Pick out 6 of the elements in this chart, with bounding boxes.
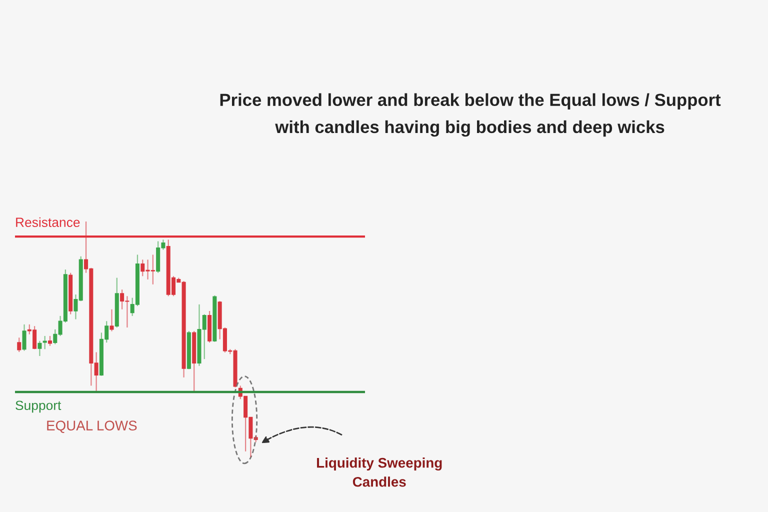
text: Liquidity Sweeping Candles	[317, 458, 442, 487]
text: with candles having big bodies and deep wicks	[275, 120, 664, 137]
ref-line-label: Resistance	[16, 217, 80, 228]
ref-line-label: Support	[16, 400, 62, 413]
text: Price moved lower and break below the Equal lows / Support	[220, 93, 721, 110]
annotation: EQUAL LOWS	[47, 420, 137, 433]
